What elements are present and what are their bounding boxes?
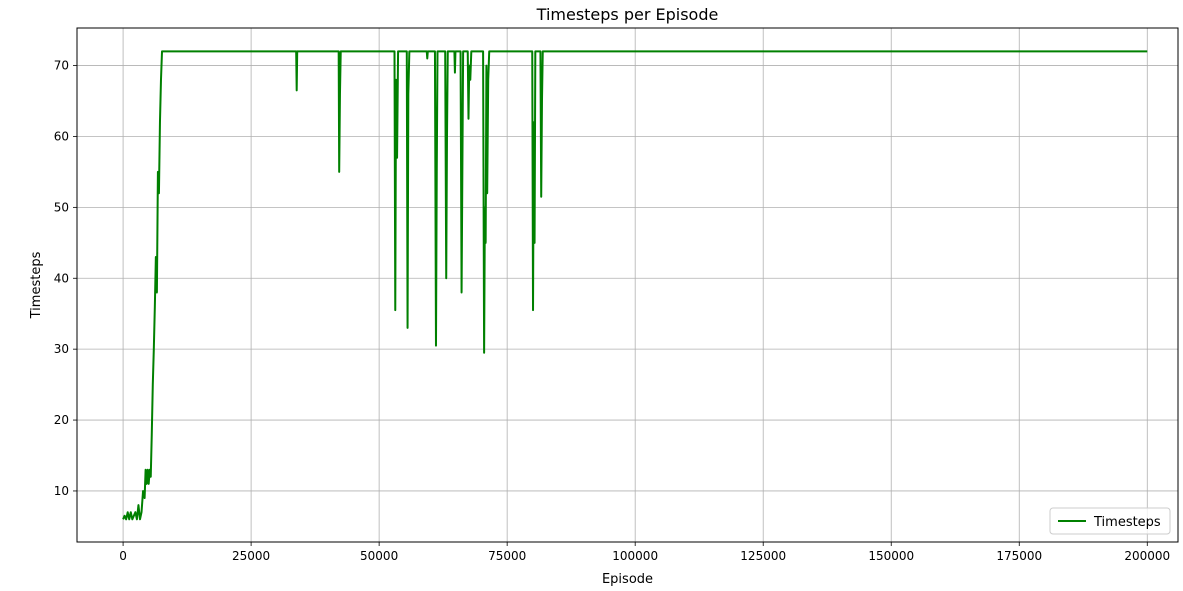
chart-title: Timesteps per Episode	[536, 5, 719, 24]
y-tick-label: 50	[54, 200, 69, 214]
x-tick-label: 25000	[232, 549, 270, 563]
y-tick-label: 10	[54, 484, 69, 498]
x-tick-label: 150000	[868, 549, 914, 563]
y-tick-label: 30	[54, 342, 69, 356]
y-axis-label: Timesteps	[29, 251, 44, 319]
y-tick-label: 40	[54, 271, 69, 285]
plot-frame	[76, 27, 1179, 543]
x-tick-label: 125000	[740, 549, 786, 563]
legend-box	[1049, 507, 1171, 535]
timesteps-series-line	[122, 50, 1148, 521]
y-tick-label: 60	[54, 129, 69, 143]
x-tick-label: 75000	[488, 549, 526, 563]
x-tick-label: 100000	[612, 549, 658, 563]
legend: Timesteps	[1049, 507, 1171, 535]
legend-label-timesteps: Timesteps	[1093, 515, 1161, 530]
axis-ticks: 0 25000 50000 75000 100000 125000 150000 175000…	[54, 59, 1170, 563]
x-tick-label: 50000	[360, 549, 398, 563]
grid-lines	[77, 28, 1178, 542]
x-tick-label: 200000	[1124, 549, 1170, 563]
x-tick-label: 0	[119, 549, 127, 563]
x-tick-label: 175000	[996, 549, 1042, 563]
y-tick-label: 20	[54, 413, 69, 427]
y-tick-label: 70	[54, 59, 69, 73]
x-axis-label: Episode	[602, 572, 653, 587]
